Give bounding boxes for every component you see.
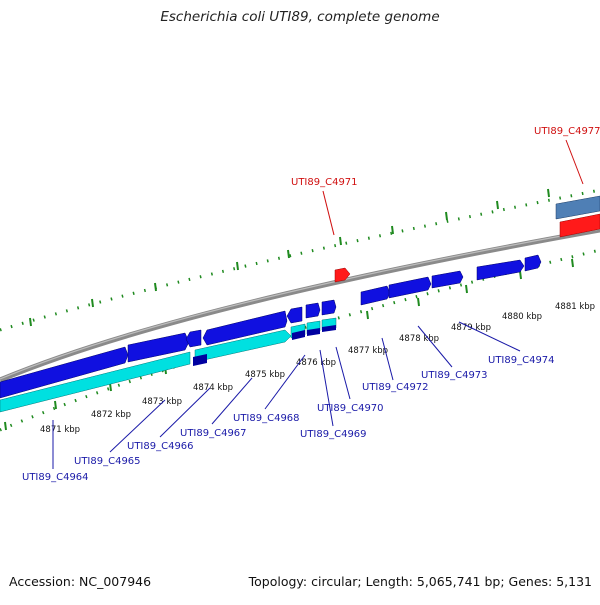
reverse-cds-small-c <box>307 328 320 336</box>
major-tick <box>366 310 369 320</box>
major-tick <box>154 282 157 292</box>
gene-label: UTI89_C4973 <box>421 370 488 381</box>
major-tick <box>54 400 57 410</box>
gene-leader-line <box>565 139 584 185</box>
forward-cds-c4976 <box>524 254 542 272</box>
outer-tick-ring <box>0 188 600 332</box>
gene-leader-line <box>335 346 351 400</box>
major-tick <box>29 317 32 327</box>
major-tick <box>571 258 574 268</box>
scale-label: 4876 kbp <box>296 358 336 368</box>
scale-label: 4871 kbp <box>40 425 80 435</box>
scale-label: 4877 kbp <box>348 346 388 356</box>
gene-label: UTI89_C4970 <box>317 403 384 414</box>
inner-tick-ring <box>0 248 600 432</box>
gene-label: UTI89_C4964 <box>22 472 89 483</box>
major-tick <box>4 421 7 431</box>
gene-label: UTI89_C4977 <box>534 126 600 137</box>
gene-label: UTI89_C4965 <box>74 456 141 467</box>
gene-leader-line <box>109 399 166 453</box>
forward-cds-c4969 <box>305 302 321 319</box>
feature-c4977-blue <box>555 195 600 220</box>
scale-label: 4881 kbp <box>555 302 595 312</box>
major-tick <box>445 211 448 221</box>
scale-label: 4874 kbp <box>193 383 233 393</box>
backbone-line <box>0 227 600 383</box>
gene-leader-line <box>319 349 334 427</box>
gene-label: UTI89_C4966 <box>127 441 194 452</box>
gene-leader-line <box>264 354 306 410</box>
forward-cds-c4975 <box>476 259 525 281</box>
gene-leader-line <box>322 190 335 236</box>
gene-leader-line <box>211 377 253 425</box>
scale-label: 4880 kbp <box>502 312 542 322</box>
map-title: Escherichia coli UTI89, complete genome <box>160 9 440 25</box>
rna-feature-c4977 <box>559 213 600 238</box>
forward-cds-c4968 <box>286 306 303 324</box>
genome-summary-text: Topology: circular; Length: 5,065,741 bp… <box>248 574 592 589</box>
forward-cds-c4972 <box>360 285 391 306</box>
scale-label: 4872 kbp <box>91 410 131 420</box>
forward-cds-long <box>0 346 129 399</box>
forward-cds-c4967 <box>202 310 288 346</box>
major-tick <box>547 188 550 198</box>
reverse-cds-small-a <box>193 354 207 366</box>
accession-text: Accession: NC_007946 <box>9 574 152 589</box>
major-tick <box>465 284 468 294</box>
reverse-cds-small-d <box>322 325 336 332</box>
forward-cds-c4973 <box>388 276 432 299</box>
gene-leader-line <box>458 321 521 352</box>
rna-feature-c4971 <box>334 267 351 283</box>
scale-label: 4873 kbp <box>142 397 182 407</box>
backbone-line-highlight <box>0 228 600 380</box>
reverse-cds-small-b <box>292 330 305 340</box>
reverse-strand-track <box>0 317 337 413</box>
major-tick <box>287 249 290 259</box>
gene-label: UTI89_C4971 <box>291 177 358 188</box>
gene-label: UTI89_C4969 <box>300 429 367 440</box>
forward-cds-c4970 <box>321 299 337 316</box>
gene-label: UTI89_C4972 <box>362 382 429 393</box>
forward-cds-c4965 <box>127 332 190 363</box>
gene-leader-line <box>417 325 453 368</box>
major-tick <box>496 200 499 210</box>
scale-label: 4875 kbp <box>245 370 285 380</box>
forward-strand-track <box>0 254 542 399</box>
major-tick <box>339 236 342 246</box>
gene-labels: UTI89_C4964 UTI89_C4965 UTI89_C4966 UTI89_C… <box>22 126 600 483</box>
major-tick <box>519 270 522 280</box>
gene-label: UTI89_C4974 <box>488 355 555 366</box>
forward-cds-c4966 <box>185 329 202 348</box>
major-tick <box>391 225 394 235</box>
gene-leader-line <box>381 337 394 381</box>
major-ticks <box>4 188 574 431</box>
gene-label: UTI89_C4967 <box>180 428 247 439</box>
gene-leader-line <box>159 387 211 438</box>
major-tick <box>91 298 94 308</box>
major-tick <box>417 297 420 307</box>
forward-cds-c4974 <box>431 270 464 289</box>
major-tick <box>236 261 239 271</box>
scale-label: 4878 kbp <box>399 334 439 344</box>
gene-label: UTI89_C4968 <box>233 413 300 424</box>
reverse-cds-c4964 <box>0 351 191 413</box>
